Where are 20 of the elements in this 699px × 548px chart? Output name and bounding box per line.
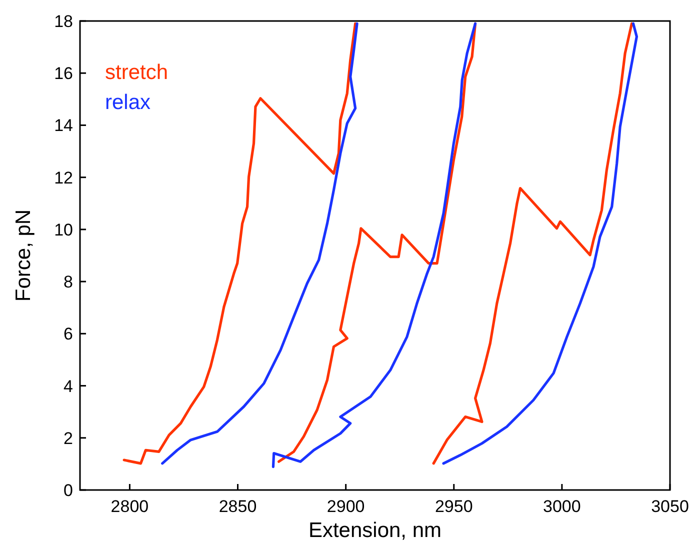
x-axis-title: Extension, nm [308,519,442,542]
y-tick-label: 18 [54,12,73,31]
y-tick-label: 2 [64,428,73,448]
y-tick-label: 14 [54,116,73,136]
y-tick-label: 6 [64,324,73,344]
y-tick-label: 0 [64,481,73,500]
y-tick-label: 10 [54,220,73,240]
x-tick-label: 3000 [543,497,581,516]
text: relax [105,91,152,114]
x-tick-label: 2950 [434,497,473,516]
text: stretch [105,61,168,84]
x-tick-label: 2850 [218,497,257,516]
y-tick-label: 12 [54,168,73,188]
x-tick-label: 3050 [651,497,689,516]
y-tick-label: 16 [54,64,73,84]
y-axis-title: Force, pN [12,209,35,302]
x-tick-label: 2800 [110,497,149,516]
y-tick-label: 4 [64,376,73,396]
y-tick-label: 8 [64,272,73,292]
x-tick-label: 2900 [326,497,365,516]
